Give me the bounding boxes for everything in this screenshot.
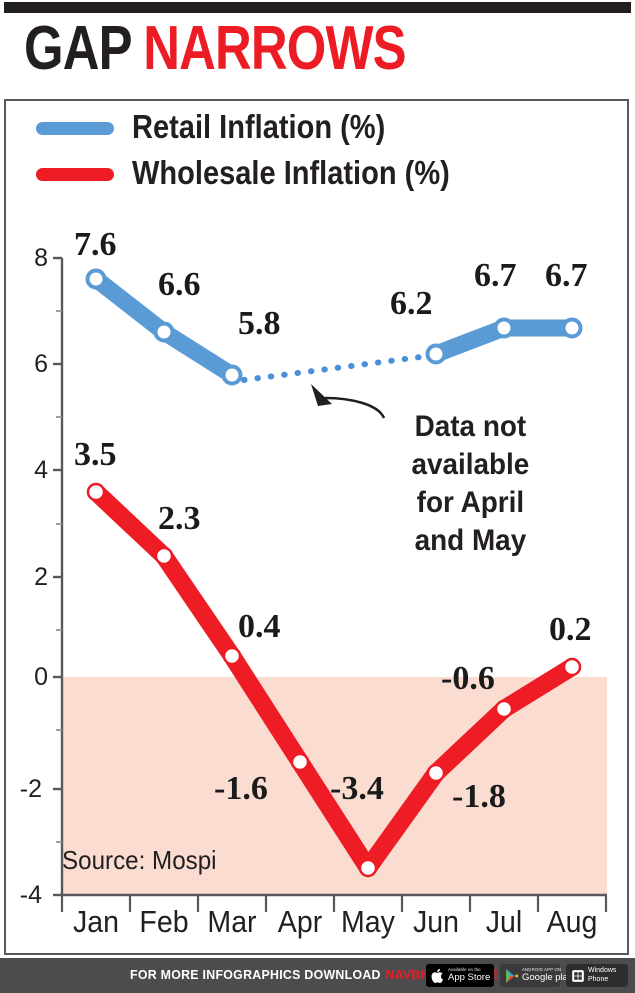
page-title: GAP NARROWS xyxy=(24,18,508,80)
title-word-narrows: NARROWS xyxy=(143,14,406,83)
y-tick-label-neg4: -4 xyxy=(19,881,42,909)
retail-value-label-aug: 6.7 xyxy=(545,257,588,294)
footer-bar: FOR MORE INFOGRAPHICS DOWNLOAD NAVBHARAT … xyxy=(0,958,635,993)
wholesale-value-label-apr: -1.6 xyxy=(214,770,268,807)
windows-icon xyxy=(572,969,584,982)
retail-value-label-mar: 5.8 xyxy=(238,305,281,342)
y-tick-label-neg2: -2 xyxy=(19,775,42,803)
windows-phone-badge-line2: Phone xyxy=(588,975,609,983)
x-tick-label-aug: Aug xyxy=(546,904,598,939)
google-play-badge[interactable]: ANDROID APP ON Google play xyxy=(500,964,573,987)
title-word-gap: GAP xyxy=(24,14,133,83)
y-tick-label-4: 4 xyxy=(34,456,48,484)
google-play-badge-label: Google play xyxy=(522,972,573,984)
legend-item-wholesale: Wholesale Inflation (%) xyxy=(36,154,616,200)
google-play-badge-small: ANDROID APP ON xyxy=(522,967,562,973)
legend-label-wholesale: Wholesale Inflation (%) xyxy=(132,154,450,191)
line-swatch-red-icon xyxy=(36,168,114,181)
y-tick-label-8: 8 xyxy=(34,244,48,272)
x-tick-label-jun: Jun xyxy=(413,904,459,939)
x-tick-label-may: May xyxy=(341,904,395,939)
annotation-line-1: Data not xyxy=(414,410,527,443)
retail-value-label-jul: 6.7 xyxy=(474,257,517,294)
chart-legend: Retail Inflation (%) Wholesale Inflation… xyxy=(36,108,616,200)
legend-item-retail: Retail Inflation (%) xyxy=(36,108,616,154)
legend-label-retail: Retail Inflation (%) xyxy=(132,108,386,145)
retail-value-label-jan: 7.6 xyxy=(74,226,117,263)
app-store-badge[interactable]: Available on the App Store xyxy=(426,964,494,987)
wholesale-value-label-jan: 3.5 xyxy=(74,436,117,473)
annotation-line-4: and May xyxy=(414,524,527,557)
y-tick-label-6: 6 xyxy=(34,350,48,378)
annotation-line-3: for April xyxy=(416,486,525,519)
wholesale-value-label-may: -3.4 xyxy=(330,770,384,807)
data-gap-annotation: Data not available for April and May xyxy=(396,408,545,560)
wholesale-value-label-jul: -0.6 xyxy=(441,660,495,697)
top-rule xyxy=(4,2,631,13)
footer-text-white: FOR MORE INFOGRAPHICS DOWNLOAD xyxy=(130,967,381,982)
apple-icon xyxy=(431,968,444,983)
windows-phone-badge-line1: Windows xyxy=(588,967,617,974)
x-tick-label-apr: Apr xyxy=(277,904,323,939)
retail-value-label-jun: 6.2 xyxy=(390,285,433,322)
wholesale-value-label-jun: -1.8 xyxy=(452,778,506,815)
x-tick-label-feb: Feb xyxy=(139,904,189,939)
windows-phone-badge[interactable]: Windows Phone xyxy=(566,964,628,987)
app-store-badge-label: App Store xyxy=(448,972,491,984)
x-tick-label-jan: Jan xyxy=(73,904,119,939)
wholesale-value-label-aug: 0.2 xyxy=(549,611,592,648)
y-tick-label-0: 0 xyxy=(34,663,48,691)
google-play-icon xyxy=(506,968,518,983)
y-tick-label-2: 2 xyxy=(34,563,48,591)
line-swatch-blue-icon xyxy=(36,122,114,135)
retail-value-label-feb: 6.6 xyxy=(158,266,201,303)
app-store-badge-small: Available on the xyxy=(448,967,481,973)
wholesale-value-label-mar: 0.4 xyxy=(238,608,281,645)
x-tick-label-mar: Mar xyxy=(207,904,257,939)
source-note: Source: Mospi xyxy=(62,845,217,875)
x-tick-label-jul: Jul xyxy=(485,904,523,939)
annotation-line-2: available xyxy=(411,448,530,481)
wholesale-value-label-feb: 2.3 xyxy=(158,500,201,537)
